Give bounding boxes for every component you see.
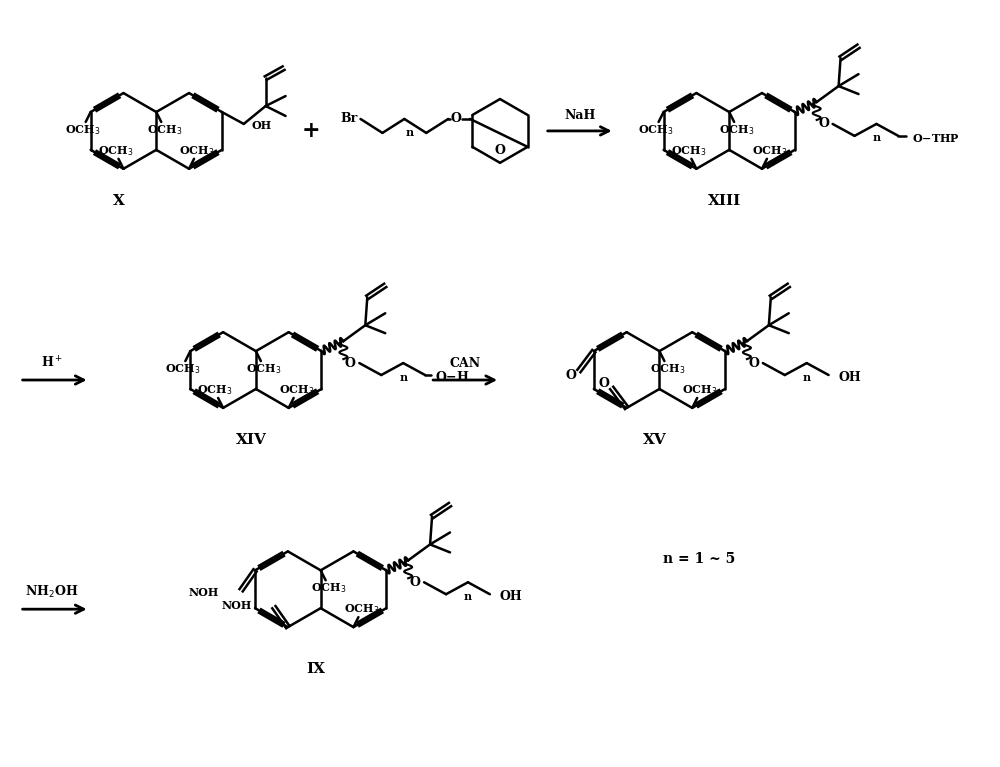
- Text: OCH$_3$: OCH$_3$: [246, 362, 282, 376]
- Text: n: n: [464, 591, 472, 602]
- Text: NH$_2$OH: NH$_2$OH: [25, 584, 78, 601]
- Text: OCH$_3$: OCH$_3$: [98, 144, 133, 158]
- Text: OCH$_3$: OCH$_3$: [65, 123, 100, 137]
- Text: OCH$_3$: OCH$_3$: [671, 144, 706, 158]
- Text: O: O: [495, 144, 505, 157]
- Text: n: n: [399, 371, 407, 383]
- Text: OH: OH: [839, 370, 861, 384]
- Text: XV: XV: [643, 433, 666, 447]
- Text: H$^+$: H$^+$: [41, 355, 63, 370]
- Text: n: n: [803, 371, 811, 383]
- Text: O: O: [345, 357, 356, 370]
- Text: O: O: [565, 368, 576, 381]
- Text: O: O: [598, 377, 609, 390]
- Text: O$\mathregular{-}$THP: O$\mathregular{-}$THP: [912, 132, 960, 144]
- Text: OCH$_3$: OCH$_3$: [165, 362, 200, 376]
- Text: OCH$_3$: OCH$_3$: [682, 383, 718, 397]
- Text: OH: OH: [500, 590, 523, 603]
- Text: X: X: [113, 193, 124, 208]
- Text: O: O: [748, 357, 759, 370]
- Text: O: O: [818, 117, 829, 130]
- Text: OH: OH: [252, 120, 272, 131]
- Text: OCH$_3$: OCH$_3$: [179, 144, 215, 158]
- Text: NaH: NaH: [564, 110, 595, 123]
- Text: n: n: [872, 133, 881, 143]
- Text: OCH$_3$: OCH$_3$: [638, 123, 673, 137]
- Text: NOH: NOH: [189, 587, 219, 597]
- Text: OCH$_3$: OCH$_3$: [197, 383, 233, 397]
- Text: IX: IX: [306, 662, 325, 676]
- Text: OCH$_3$: OCH$_3$: [279, 383, 314, 397]
- Text: +: +: [301, 120, 320, 142]
- Text: XIV: XIV: [235, 433, 266, 447]
- Text: OCH$_3$: OCH$_3$: [344, 602, 379, 616]
- Text: CAN: CAN: [450, 357, 481, 370]
- Text: OCH$_3$: OCH$_3$: [650, 362, 685, 376]
- Text: O: O: [451, 113, 462, 126]
- Text: O: O: [410, 576, 421, 589]
- Text: O$\mathregular{-}$H: O$\mathregular{-}$H: [435, 370, 470, 384]
- Text: Br: Br: [341, 113, 358, 126]
- Text: OCH$_3$: OCH$_3$: [752, 144, 788, 158]
- Text: OCH$_3$: OCH$_3$: [147, 123, 182, 137]
- Text: OCH$_3$: OCH$_3$: [311, 581, 346, 595]
- Text: NOH: NOH: [222, 600, 252, 611]
- Text: n: n: [405, 127, 413, 138]
- Text: n = 1 ~ 5: n = 1 ~ 5: [663, 552, 735, 566]
- Text: OCH$_3$: OCH$_3$: [719, 123, 755, 137]
- Text: XIII: XIII: [708, 193, 741, 208]
